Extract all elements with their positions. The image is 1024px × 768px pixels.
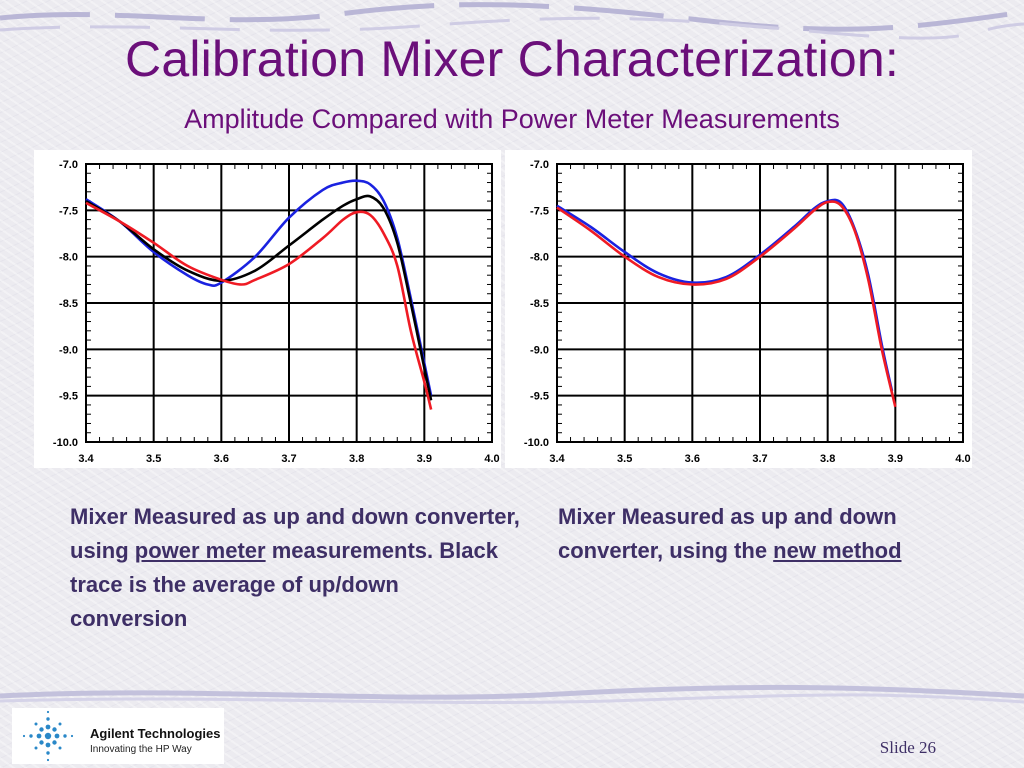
caption-right-link: new method [773, 538, 902, 563]
chart-left-y-tick-label: -9.0 [59, 344, 78, 356]
chart-left-y-tick-label: -7.0 [59, 159, 78, 171]
caption-left-text-2: measurements. Black trace is the average… [70, 538, 498, 631]
bottom-decoration [0, 684, 1024, 705]
chart-right-x-tick-label: 3.8 [820, 453, 835, 465]
chart-left-series-line-2 [85, 194, 433, 401]
caption-left: Mixer Measured as up and down converter,… [70, 500, 520, 636]
top-decoration [0, 2, 1024, 40]
chart-left-x-tick-label: 3.8 [349, 453, 364, 465]
chart-left-x-tick-label: 3.4 [78, 453, 94, 465]
chart-left-plot: 3.4 3.5 3.6 3.7 3.8 3.9 4.0 -7.0 -7.5 -8.0 -8.5 -9.… [53, 159, 500, 465]
chart-right-plot: 3.4 3.5 3.6 3.7 3.8 3.9 4.0 -7.0 -7.5 -8.0 -8.5 -9.… [524, 159, 971, 465]
chart-left-x-tick-label: 4.0 [484, 453, 499, 465]
chart-right-y-tick-label: -7.0 [530, 159, 549, 171]
caption-right: Mixer Measured as up and down converter,… [558, 500, 958, 568]
slide-subtitle: Amplitude Compared with Power Meter Meas… [184, 104, 840, 134]
chart-right: 3.4 3.5 3.6 3.7 3.8 3.9 4.0 -7.0 -7.5 -8.0 -8.5 -9.… [505, 150, 972, 468]
chart-left-x-tick-label: 3.6 [214, 453, 229, 465]
chart-right-y-tick-label: -9.5 [530, 391, 549, 403]
logo-tagline: Innovating the HP Way [90, 744, 192, 755]
caption-right-text-1: Mixer Measured as up and down converter,… [558, 504, 897, 563]
chart-right-x-tick-label: 3.5 [617, 453, 632, 465]
chart-left: 3.4 3.5 3.6 3.7 3.8 3.9 4.0 -7.0 -7.5 -8.0 -8.5 -9.… [34, 150, 501, 468]
chart-right-y-tick-label: -8.0 [530, 252, 549, 264]
chart-left-x-tick-label: 3.5 [146, 453, 161, 465]
chart-right-x-tick-label: 4.0 [955, 453, 970, 465]
chart-left-y-tick-label: -8.5 [59, 298, 78, 310]
caption-left-link: power meter [134, 538, 266, 563]
chart-right-x-tick-label: 3.7 [752, 453, 767, 465]
caption-left-text-1: Mixer Measured as up and down converter,… [70, 504, 520, 563]
chart-right-x-tick-label: 3.6 [685, 453, 700, 465]
logo-company-name: Agilent Technologies [90, 726, 221, 741]
chart-left-x-tick-label: 3.7 [281, 453, 296, 465]
chart-left-y-tick-label: -8.0 [59, 252, 78, 264]
chart-left-x-tick-label: 3.9 [417, 453, 432, 465]
slide-number: Slide 26 [879, 738, 936, 757]
agilent-logo: Agilent Technologies Innovating the HP W… [12, 708, 224, 764]
agilent-spark-icon [22, 710, 74, 762]
chart-left-y-tick-label: -9.5 [59, 391, 78, 403]
chart-left-y-tick-label: -10.0 [53, 437, 78, 449]
chart-right-x-tick-label: 3.9 [888, 453, 903, 465]
chart-right-y-tick-label: -7.5 [530, 205, 549, 217]
chart-right-y-tick-label: -8.5 [530, 298, 549, 310]
slide-title: Calibration Mixer Characterization: [125, 31, 899, 87]
chart-left-series-line-3 [85, 201, 433, 410]
chart-right-x-tick-label: 3.4 [549, 453, 565, 465]
chart-right-series-line-2 [556, 200, 897, 408]
chart-right-y-tick-label: -9.0 [530, 344, 549, 356]
chart-right-y-tick-label: -10.0 [524, 437, 549, 449]
chart-left-y-tick-label: -7.5 [59, 205, 78, 217]
